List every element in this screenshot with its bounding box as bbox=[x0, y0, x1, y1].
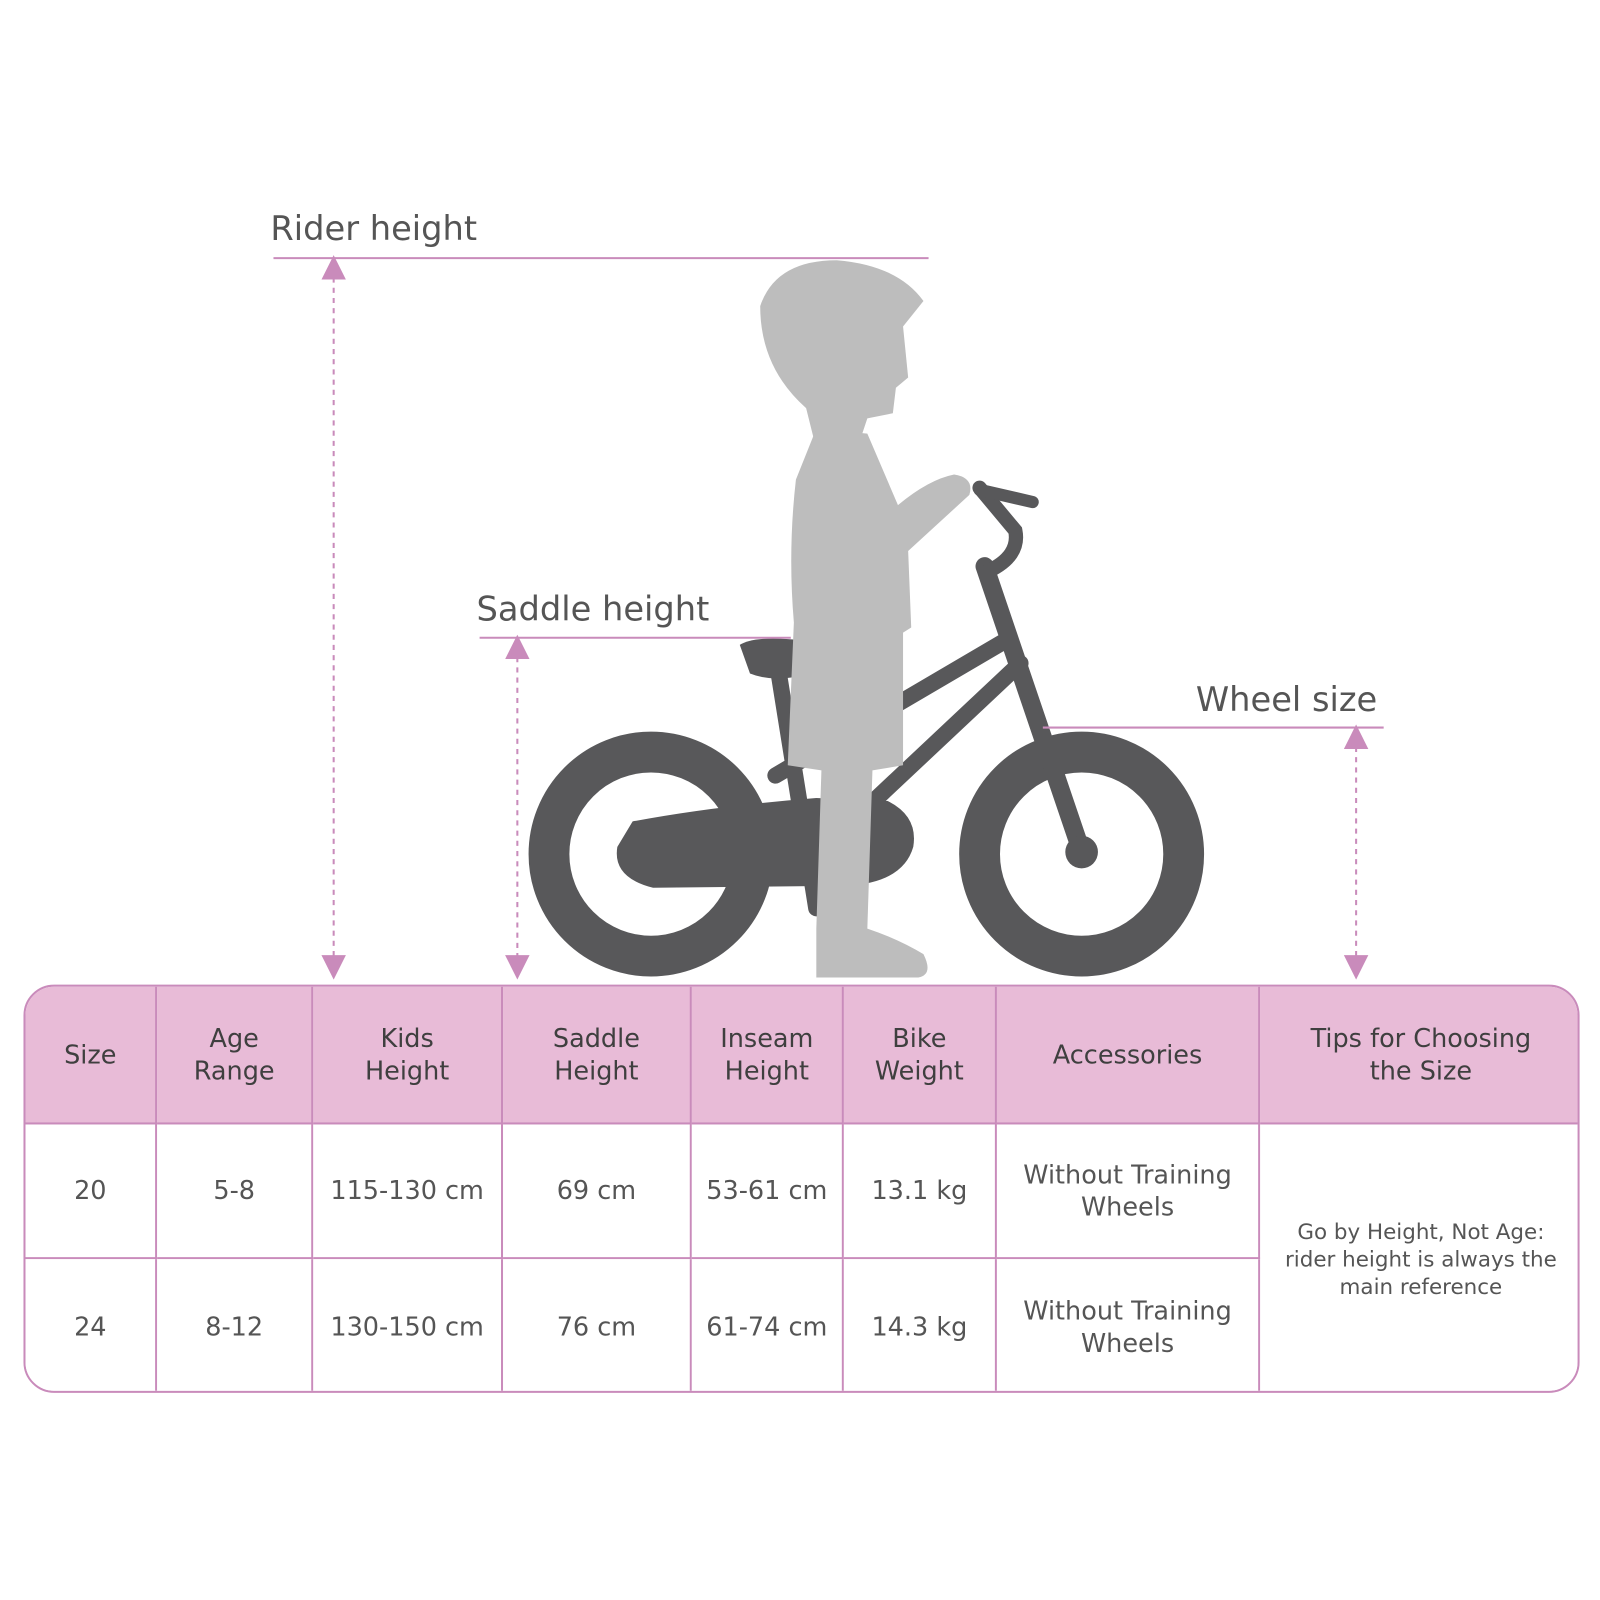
column-header: Kids Height bbox=[313, 986, 504, 1125]
rider-height-label: Rider height bbox=[270, 209, 477, 248]
wheel-size-label: Wheel size bbox=[1196, 680, 1377, 719]
saddle bbox=[739, 638, 809, 679]
table-cell: 24 bbox=[25, 1259, 158, 1391]
column-header: Accessories bbox=[996, 986, 1261, 1125]
saddle-height-label: Saddle height bbox=[477, 589, 710, 628]
column-header: Inseam Height bbox=[691, 986, 844, 1125]
table-cell: 130-150 cm bbox=[313, 1259, 504, 1391]
table-cell: 53-61 cm bbox=[691, 1124, 844, 1260]
table-cell: 5-8 bbox=[157, 1124, 314, 1260]
column-header: Age Range bbox=[157, 986, 314, 1125]
column-header: Size bbox=[25, 986, 158, 1125]
table-cell: 115-130 cm bbox=[313, 1124, 504, 1260]
column-header: Tips for Choosing the Size bbox=[1260, 986, 1578, 1125]
bike-illustration: Rider height Saddle height Wheel size bbox=[270, 209, 1384, 980]
size-table: Size Age Range Kids Height Saddle Height Ins… bbox=[23, 984, 1580, 1393]
wheel-size-guide: Wheel size bbox=[1042, 680, 1384, 980]
table-cell: 69 cm bbox=[503, 1124, 692, 1260]
table-cell: 61-74 cm bbox=[691, 1259, 844, 1391]
column-header: Bike Weight bbox=[843, 986, 997, 1125]
column-header: Saddle Height bbox=[503, 986, 692, 1125]
saddle-height-guide: Saddle height bbox=[477, 589, 791, 980]
table-cell: 20 bbox=[25, 1124, 158, 1260]
table-cell: 14.3 kg bbox=[843, 1259, 997, 1391]
table-cell: 8-12 bbox=[157, 1259, 314, 1391]
table-cell: 76 cm bbox=[503, 1259, 692, 1391]
tip-cell: Go by Height, Not Age: rider height is a… bbox=[1260, 1124, 1578, 1391]
table-cell: Without Training Wheels bbox=[996, 1259, 1261, 1391]
table-cell: Without Training Wheels bbox=[996, 1124, 1261, 1260]
child-silhouette-icon bbox=[760, 260, 971, 978]
table-cell: 13.1 kg bbox=[843, 1124, 997, 1260]
rider-height-guide: Rider height bbox=[270, 209, 929, 980]
